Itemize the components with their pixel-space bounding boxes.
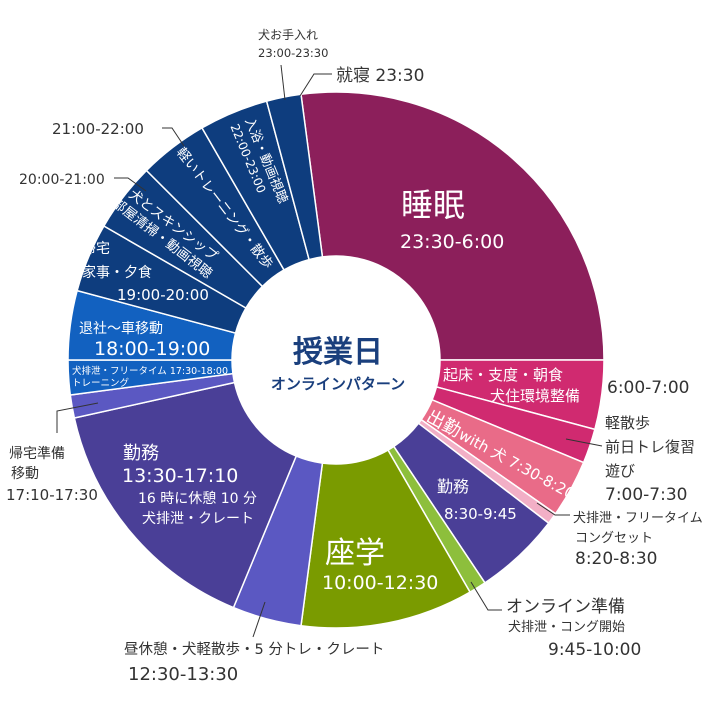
leader-lines bbox=[56, 64, 603, 638]
label-dog-kong: 犬排泄・フリータイム コングセット 8:20-8:30 bbox=[573, 511, 703, 569]
grooming-line1: 犬お手入れ bbox=[258, 28, 318, 42]
sleep-title: 睡眠 bbox=[401, 186, 465, 224]
sleep-time: 23:30-6:00 bbox=[400, 231, 504, 253]
lunch-line1: 昼休憩・犬軽散歩・5 分トレ・クレート bbox=[124, 641, 384, 658]
leader-leave-prep bbox=[56, 402, 99, 433]
leader-lunch bbox=[252, 601, 266, 638]
online-prep-title: オンライン準備 bbox=[506, 597, 625, 617]
home-time: 19:00-20:00 bbox=[117, 286, 209, 304]
time-2000-label: 20:00-21:00 bbox=[19, 172, 105, 188]
dog-kong-time: 8:20-8:30 bbox=[575, 549, 658, 569]
leader-grooming bbox=[280, 64, 286, 101]
leader-bedtime bbox=[299, 73, 332, 97]
home-line2: 家事・夕食 bbox=[82, 264, 152, 281]
leader-2000 bbox=[114, 177, 147, 192]
work-pm-note2: 犬排泄・クレート bbox=[142, 511, 254, 527]
leader-dog-kong bbox=[536, 502, 570, 516]
center-hole bbox=[232, 256, 440, 464]
center-title: 授業日 bbox=[293, 335, 383, 370]
label-walk: 軽散歩 前日トレ復習 遊び 7:00-7:30 bbox=[605, 414, 695, 505]
work-am-time: 8:30-9:45 bbox=[444, 505, 517, 523]
label-home: 帰宅 家事・夕食 19:00-20:00 bbox=[82, 240, 209, 304]
morning-line1: 起床・支度・朝食 bbox=[443, 366, 563, 384]
dog-kong-line1: 犬排泄・フリータイム bbox=[573, 511, 703, 526]
leave-prep-line1: 帰宅準備 bbox=[9, 445, 65, 462]
drive-title: 退社〜車移動 bbox=[79, 320, 163, 337]
home-line1: 帰宅 bbox=[82, 240, 110, 257]
morning-line2: 犬住環境整備 bbox=[490, 387, 580, 405]
time-2100-label: 21:00-22:00 bbox=[52, 120, 144, 138]
work-pm-note1: 16 時に休憩 10 分 bbox=[138, 490, 257, 507]
grooming-time: 23:00-23:30 bbox=[258, 46, 328, 60]
leader-online-prep bbox=[470, 581, 502, 611]
label-study: 座学 10:00-12:30 bbox=[322, 536, 438, 594]
work-pm-title: 勤務 bbox=[123, 443, 159, 464]
walk-line1: 軽散歩 bbox=[605, 414, 650, 432]
leader-walk bbox=[565, 438, 603, 447]
label-grooming: 犬お手入れ 23:00-23:30 bbox=[258, 28, 328, 60]
label-morning: 起床・支度・朝食 犬住環境整備 bbox=[443, 366, 580, 405]
leave-prep-line2: 移動 bbox=[11, 466, 39, 482]
label-leave-prep: 帰宅準備 移動 17:10-17:30 bbox=[6, 445, 98, 504]
label-drive: 退社〜車移動 18:00-19:00 bbox=[79, 320, 210, 360]
walk-line2: 前日トレ復習 bbox=[605, 438, 695, 456]
online-prep-time: 9:45-10:00 bbox=[548, 640, 641, 660]
label-lunch: 昼休憩・犬軽散歩・5 分トレ・クレート 12:30-13:30 bbox=[124, 641, 384, 685]
center-subtitle: オンラインパターン bbox=[271, 375, 405, 393]
label-sleep: 睡眠 23:30-6:00 bbox=[400, 186, 504, 253]
online-prep-note: 犬排泄・コング開始 bbox=[508, 620, 625, 635]
label-work-am: 勤務 8:30-9:45 bbox=[437, 477, 517, 523]
walk-line3: 遊び bbox=[605, 462, 635, 480]
label-dog-free: 犬排泄・フリータイム 17:30-18:00 トレーニング bbox=[72, 365, 228, 389]
walk-time: 7:00-7:30 bbox=[605, 485, 688, 505]
bedtime-label: 就寝 23:30 bbox=[336, 65, 424, 86]
time-0600-label: 6:00-7:00 bbox=[607, 378, 690, 398]
study-time: 10:00-12:30 bbox=[322, 572, 438, 594]
dog-free-line2: トレーニング bbox=[72, 377, 130, 389]
study-title: 座学 bbox=[325, 536, 385, 571]
lunch-time: 12:30-13:30 bbox=[128, 664, 238, 685]
leave-prep-time: 17:10-17:30 bbox=[6, 486, 98, 504]
dog-free-line1: 犬排泄・フリータイム 17:30-18:00 bbox=[72, 365, 228, 377]
work-pm-time: 13:30-17:10 bbox=[122, 465, 238, 487]
work-am-title: 勤務 bbox=[437, 477, 469, 496]
leader-2100 bbox=[162, 127, 185, 147]
label-online-prep: オンライン準備 犬排泄・コング開始 9:45-10:00 bbox=[506, 597, 641, 660]
drive-time: 18:00-19:00 bbox=[94, 338, 210, 360]
dog-kong-line2: コングセット bbox=[575, 531, 653, 546]
label-work-pm: 勤務 13:30-17:10 16 時に休憩 10 分 犬排泄・クレート bbox=[122, 443, 257, 527]
